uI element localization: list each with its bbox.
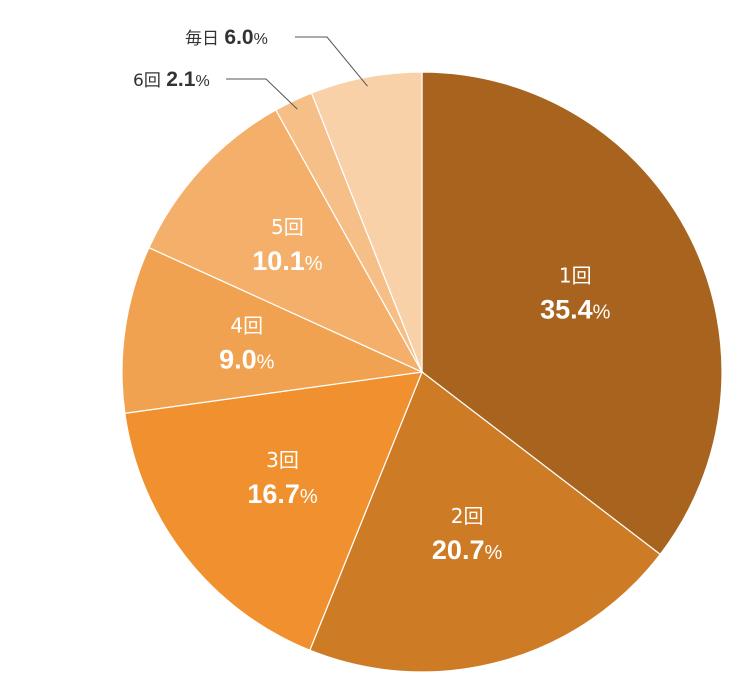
slice-label-category: 3回 — [266, 448, 299, 472]
slice-label-value: 35.4% — [540, 294, 611, 324]
pie-slice-1 — [421, 71, 723, 556]
leader-line — [226, 78, 298, 110]
slice-label-category: 2回 — [451, 504, 484, 528]
slice-label-value: 16.7% — [247, 479, 318, 509]
slice-label-category: 4回 — [230, 314, 263, 338]
slice-label-outside: 6回 2.1% — [133, 68, 210, 91]
pie-slice-5 — [148, 109, 424, 374]
slice-label-value: 20.7% — [432, 535, 503, 565]
slice-label-category: 1回 — [559, 263, 592, 287]
pie-slice-3 — [124, 371, 423, 652]
slice-label-outside: 毎日 6.0% — [185, 26, 268, 49]
pie-slice-4 — [121, 246, 425, 415]
leader-line — [295, 36, 368, 87]
slice-label-value: 9.0% — [219, 345, 275, 375]
pie-slice-7 — [310, 71, 423, 373]
pie-slice-2 — [309, 371, 662, 673]
slice-label-category: 5回 — [271, 215, 304, 239]
slice-label-value: 10.1% — [252, 246, 323, 276]
